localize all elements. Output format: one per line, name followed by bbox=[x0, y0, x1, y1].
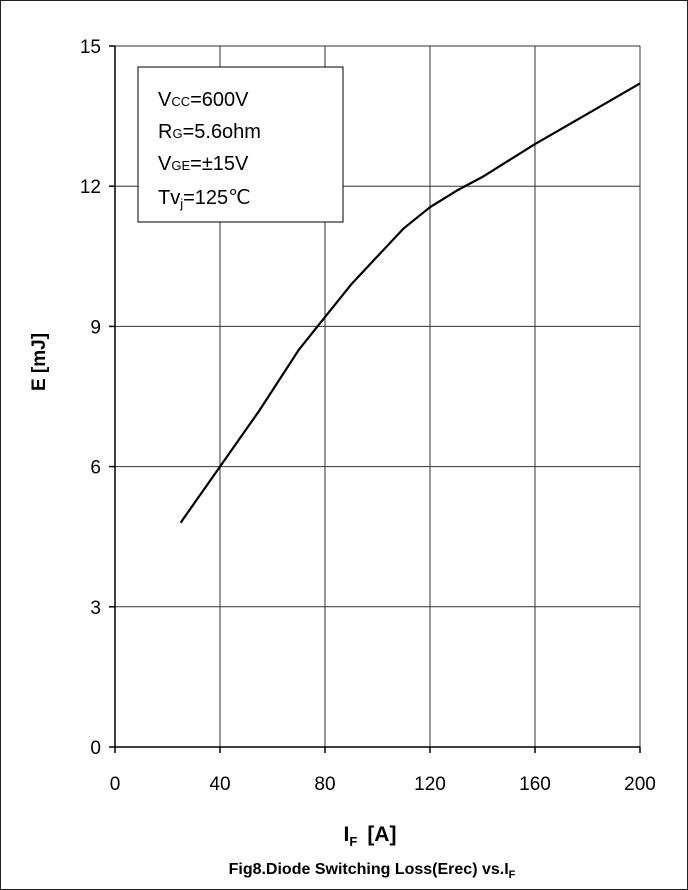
series-line bbox=[179, 82, 641, 524]
y-axis-label: E [mJ] bbox=[29, 333, 50, 391]
annotation-tvj: Tvj=125℃ bbox=[158, 187, 251, 211]
y-tick-label: 3 bbox=[90, 598, 101, 619]
axes bbox=[109, 45, 641, 753]
annotation-box bbox=[137, 66, 344, 223]
y-tick-label: 12 bbox=[80, 177, 101, 198]
x-tick-label: 40 bbox=[209, 774, 230, 795]
chart-title: Fig8.Diode Switching Loss(Erec) vs.IF bbox=[229, 861, 516, 881]
tick-labels: 0 40 80 120 160 200 0 3 6 9 12 15 bbox=[80, 37, 656, 795]
y-tick-label: 6 bbox=[90, 458, 101, 479]
y-tick-label: 0 bbox=[90, 738, 101, 759]
x-tick-label: 200 bbox=[624, 774, 656, 795]
x-tick-label: 120 bbox=[414, 774, 446, 795]
y-tick-label: 15 bbox=[80, 37, 101, 58]
annotation-vge: VGE=±15V bbox=[158, 153, 249, 175]
annotation-rg: RG=5.6ohm bbox=[158, 121, 261, 143]
x-tick-label: 0 bbox=[110, 774, 121, 795]
x-tick-label: 160 bbox=[519, 774, 551, 795]
x-tick-label: 80 bbox=[314, 774, 335, 795]
series-group bbox=[179, 82, 641, 524]
y-tick-label: 9 bbox=[90, 317, 101, 338]
annotation-vcc: VCC=600V bbox=[158, 89, 249, 111]
x-axis-label: IF [A] bbox=[344, 823, 397, 849]
